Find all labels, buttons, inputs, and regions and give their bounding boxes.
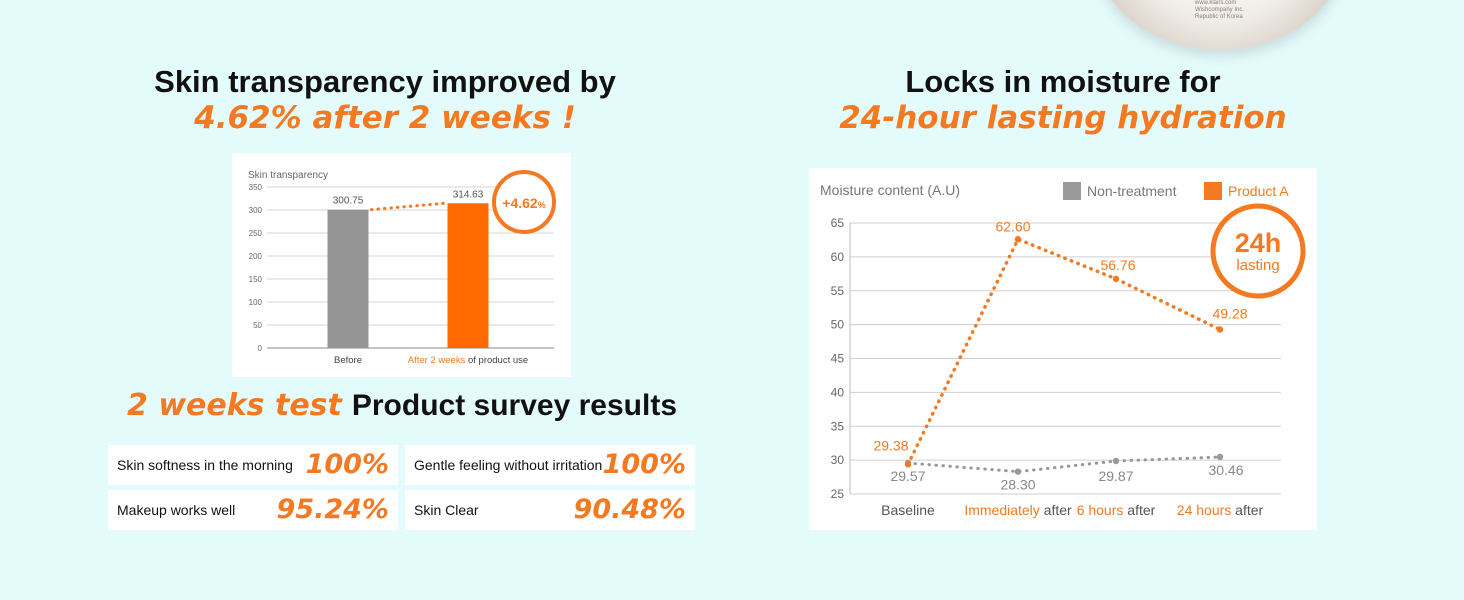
increase-badge-unit: % [538, 200, 546, 210]
x-tick-label-text: after [1231, 502, 1263, 518]
increase-badge-circle [492, 170, 556, 234]
x-tick-label-highlight: 6 hours [1077, 502, 1124, 518]
y-tick-label: 40 [831, 385, 845, 399]
transparency-headline: Skin transparency improved by 4.62% afte… [100, 64, 670, 136]
y-tick-label: 100 [249, 298, 263, 307]
y-tick-label: 250 [249, 229, 263, 238]
x-tick-label-text: after [1123, 502, 1155, 518]
survey-item: Makeup works well 95.24% [108, 490, 398, 530]
y-tick-label: 25 [831, 487, 845, 501]
data-label: 62.60 [995, 218, 1030, 234]
moisture-headline: Locks in moisture for 24-hour lasting hy… [830, 64, 1296, 136]
product-jar-image: www.klairs.com Wishcompany Inc. Republic… [1095, 0, 1345, 50]
survey-title-highlight: 2 weeks test [127, 388, 342, 423]
x-tick-label-highlight: After 2 weeks [408, 355, 466, 366]
x-tick-label-text: of product use [465, 355, 528, 366]
x-tick-label-highlight: Immediately [964, 502, 1039, 518]
survey-item-label: Skin Clear [414, 502, 479, 518]
data-label: 49.28 [1212, 306, 1247, 322]
headline-line1: Locks in moisture for [905, 64, 1221, 99]
transparency-bar-chart: Skin transparency 0 50 100 150 200 250 300 350 30… [248, 170, 556, 366]
headline-line2: 24-hour lasting hydration [839, 100, 1287, 136]
x-tick-label-text: Baseline [881, 502, 935, 518]
survey-item: Skin Clear 90.48% [405, 490, 695, 530]
legend-label: Product A [1228, 183, 1289, 199]
legend-swatch [1063, 182, 1081, 200]
y-tick-label: 50 [831, 318, 845, 332]
survey-item-label: Skin softness in the morning [117, 457, 293, 473]
y-tick-label: 55 [831, 284, 845, 298]
data-point [904, 461, 912, 468]
data-label: 29.57 [890, 468, 925, 484]
data-label: 30.46 [1208, 462, 1243, 478]
lasting-badge-circle [1210, 203, 1306, 299]
x-tick-label-text: after [1040, 502, 1072, 518]
data-point [1014, 236, 1022, 243]
series-line [906, 455, 1222, 474]
y-axis-title: Skin transparency [248, 170, 328, 181]
x-tick-label-text: Before [334, 355, 362, 366]
jar-label: www.klairs.com Wishcompany Inc. Republic… [1195, 0, 1244, 21]
x-tick-label: Immediately after [964, 502, 1072, 518]
jar-label-line: www.klairs.com [1195, 0, 1237, 6]
bar [327, 209, 369, 348]
lasting-badge-sub: lasting [1236, 257, 1279, 274]
x-tick-label: 6 hours after [1077, 502, 1156, 518]
survey-title: 2 weeks test Product survey results [108, 388, 696, 423]
y-tick-label: 35 [831, 419, 845, 433]
data-point [1216, 326, 1224, 333]
survey-item-value: 100% [602, 449, 686, 480]
bar [447, 203, 489, 348]
x-tick-label-highlight: 24 hours [1177, 502, 1231, 518]
legend-label: Non-treatment [1087, 183, 1177, 199]
x-tick-label: Before [334, 355, 362, 366]
y-tick-label: 65 [831, 216, 845, 230]
headline-line1: Skin transparency improved by [154, 64, 616, 99]
y-tick-label: 200 [249, 252, 263, 261]
jar-label-line: Republic of Korea [1195, 14, 1243, 20]
x-tick-label: Baseline [881, 502, 935, 518]
survey-item-label: Makeup works well [117, 502, 236, 518]
data-label: 29.38 [873, 437, 908, 453]
moisture-line-chart: Moisture content (A.U) Non-treatment Produ… [820, 182, 1306, 518]
y-tick-label: 0 [258, 344, 263, 353]
data-label: 56.76 [1100, 257, 1135, 273]
y-tick-label: 45 [831, 352, 845, 366]
bar-data-label: 314.63 [453, 189, 484, 200]
survey-item-label: Gentle feeling without irritation [414, 457, 603, 473]
series-line [906, 237, 1222, 467]
x-tick-label: 24 hours after [1177, 502, 1264, 518]
bar-data-label: 300.75 [333, 196, 364, 207]
y-tick-label: 300 [249, 206, 263, 215]
data-point [1014, 468, 1022, 475]
y-tick-label: 50 [253, 321, 262, 330]
survey-item: Gentle feeling without irritation 100% [405, 445, 695, 485]
legend-swatch [1204, 182, 1222, 200]
data-label: 29.87 [1098, 468, 1133, 484]
moisture-chart-panel: Moisture content (A.U) Non-treatment Produ… [809, 168, 1317, 530]
data-point [1112, 275, 1120, 283]
x-tick-label: After 2 weeks of product use [408, 355, 528, 366]
survey-item-value: 100% [305, 449, 389, 480]
data-point [1112, 457, 1120, 465]
y-tick-label: 350 [249, 183, 263, 192]
y-tick-label: 150 [249, 275, 263, 284]
data-point [1216, 453, 1224, 461]
survey-item: Skin softness in the morning 100% [108, 445, 398, 485]
increase-badge-text: +4.62% [502, 195, 545, 211]
jar-label-line: Wishcompany Inc. [1195, 7, 1245, 13]
headline-line2: 4.62% after 2 weeks ! [194, 100, 576, 136]
lasting-badge-value: 24h [1235, 228, 1282, 258]
data-label: 28.30 [1000, 477, 1035, 493]
y-tick-label: 30 [831, 453, 845, 467]
survey-title-text: Product survey results [351, 389, 677, 422]
trend-dotted-line [370, 201, 446, 212]
y-tick-label: 60 [831, 250, 845, 264]
survey-item-value: 95.24% [276, 494, 389, 525]
survey-item-value: 90.48% [573, 494, 686, 525]
increase-badge-value: +4.62 [502, 195, 538, 211]
transparency-chart-panel: Skin transparency 0 50 100 150 200 250 300 350 30… [232, 153, 571, 377]
y-axis-title: Moisture content (A.U) [820, 182, 960, 198]
